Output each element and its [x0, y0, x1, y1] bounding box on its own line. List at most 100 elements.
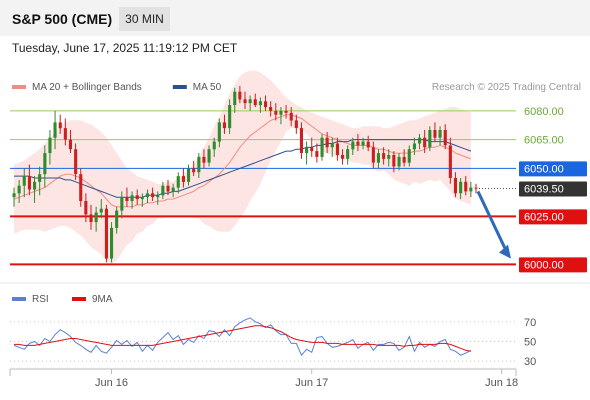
rsi-legend-swatch	[72, 297, 86, 301]
candle-body	[58, 122, 62, 129]
candle-body	[125, 197, 129, 201]
candle-body	[156, 195, 160, 198]
candle-body	[305, 147, 309, 154]
legend-label: MA 20 + Bollinger Bands	[32, 82, 142, 93]
candle-body	[27, 176, 31, 190]
candle-body	[402, 156, 406, 163]
candle-body	[171, 187, 175, 192]
candle-body	[89, 214, 93, 223]
candle-body	[382, 153, 386, 159]
candle-body	[181, 176, 185, 182]
candle-body	[120, 197, 124, 211]
candle-body	[74, 149, 78, 175]
candle-body	[346, 149, 350, 159]
candle-body	[63, 128, 67, 140]
candle-body	[110, 227, 114, 259]
level-label: 6025.00	[524, 211, 564, 223]
candle-body	[284, 110, 288, 113]
candle-body	[412, 143, 416, 150]
candle-body	[43, 153, 47, 175]
candle-body	[53, 122, 57, 138]
candle-body	[407, 149, 411, 163]
rsi-legend-label: RSI	[32, 294, 49, 305]
candle-body	[464, 181, 468, 192]
candle-body	[269, 107, 273, 111]
candle-body	[22, 176, 26, 186]
candle-body	[207, 149, 211, 163]
candle-body	[140, 197, 144, 200]
candle-body	[166, 185, 170, 192]
candle-body	[176, 176, 180, 188]
candle-body	[233, 91, 237, 106]
ma50-line	[14, 139, 472, 198]
candle-body	[38, 174, 42, 182]
level-label: 6065.00	[524, 135, 564, 147]
candle-body	[84, 201, 88, 215]
candle-body	[99, 208, 103, 213]
candle-body	[258, 101, 262, 106]
x-tick-label: Jun 16	[95, 377, 128, 389]
level-label: 6080.00	[524, 106, 564, 118]
candle-body	[335, 143, 339, 155]
rsi-series-line	[14, 325, 471, 352]
level-label: 6050.00	[524, 163, 564, 175]
candle-body	[294, 120, 298, 129]
candle-body	[151, 193, 155, 198]
rsi-legend-label: 9MA	[92, 294, 113, 305]
candle-body	[248, 99, 252, 104]
rsi-tick-label: 70	[524, 317, 536, 329]
rsi-series-line	[13, 317, 472, 357]
candle-body	[320, 137, 324, 157]
candle-body	[94, 212, 98, 223]
candle-body	[310, 147, 314, 152]
candle-body	[438, 130, 442, 138]
candle-body	[253, 99, 257, 106]
candle-body	[397, 156, 401, 167]
x-tick-label: Jun 18	[485, 377, 518, 389]
candle-body	[145, 193, 149, 198]
candle-body	[33, 181, 37, 190]
candle-body	[161, 185, 165, 196]
candle-body	[48, 137, 52, 153]
current-price-tag	[519, 181, 587, 197]
rsi-tick-label: 50	[524, 336, 536, 348]
candle-body	[299, 128, 303, 153]
level-tag	[519, 257, 587, 273]
timeframe-badge[interactable]: 30 MIN	[119, 7, 170, 31]
candle-body	[212, 141, 216, 150]
candle-body	[274, 110, 278, 115]
candle-body	[376, 153, 380, 163]
rsi-tick-label: 30	[524, 356, 536, 368]
instrument-title: S&P 500 (CME)	[12, 11, 113, 27]
candle-body	[135, 195, 139, 200]
candle-body	[115, 210, 119, 228]
candle-body	[418, 137, 422, 144]
candle-body	[222, 122, 226, 129]
rsi-legend-swatch	[12, 297, 26, 301]
chart-header: S&P 500 (CME) 30 MIN	[0, 0, 590, 36]
legend-swatch	[172, 85, 187, 89]
candle-body	[17, 185, 21, 194]
candle-body	[474, 187, 478, 189]
candle-body	[279, 110, 283, 115]
candle-body	[187, 168, 191, 182]
projection-arrow	[476, 190, 509, 254]
candle-body	[79, 174, 83, 202]
candle-body	[238, 91, 242, 100]
candle-body	[12, 193, 16, 198]
candle-body	[325, 137, 329, 148]
level-tag	[519, 209, 587, 225]
legend-swatch	[12, 85, 26, 89]
candle-body	[68, 139, 72, 150]
candle-body	[433, 130, 437, 138]
level-tag	[519, 161, 587, 177]
candle-body	[387, 155, 391, 159]
candle-body	[341, 155, 345, 159]
candle-body	[469, 187, 473, 192]
candle-body	[315, 151, 319, 157]
candle-body	[289, 112, 293, 121]
candle-body	[459, 181, 463, 194]
candle-body	[371, 147, 375, 163]
candle-body	[356, 141, 360, 146]
